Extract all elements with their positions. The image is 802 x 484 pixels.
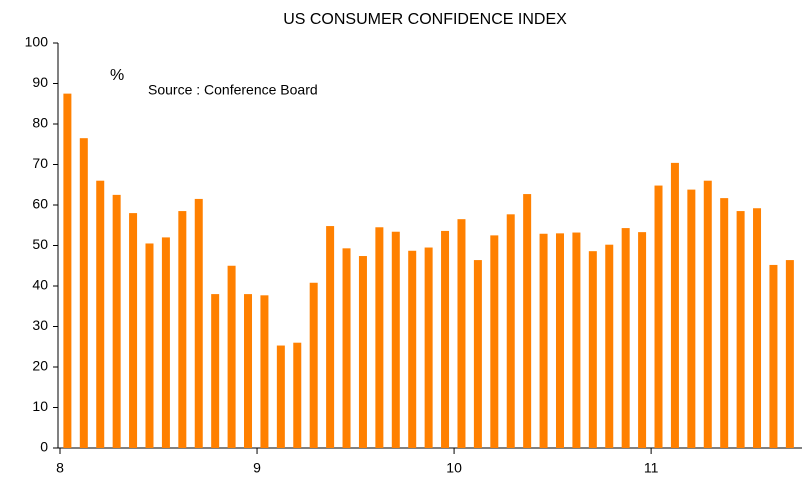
bar <box>79 138 88 449</box>
bar <box>424 247 433 448</box>
bar <box>654 185 663 448</box>
bar <box>161 237 170 448</box>
bar <box>178 211 187 448</box>
y-tick-label: 10 <box>32 398 48 414</box>
bar <box>506 214 515 448</box>
y-tick-label: 80 <box>32 115 48 131</box>
bar <box>391 231 400 448</box>
y-tick-label: 90 <box>32 74 48 90</box>
y-tick-label: 40 <box>32 277 48 293</box>
bar <box>572 232 581 448</box>
bar <box>260 295 269 448</box>
y-tick-label: 100 <box>25 34 49 50</box>
bar <box>112 194 121 448</box>
bar <box>129 213 138 448</box>
bar <box>687 189 696 449</box>
bar <box>670 162 679 448</box>
x-tick-label: 9 <box>253 460 261 476</box>
y-tick-label: 70 <box>32 155 48 171</box>
x-tick-label: 8 <box>56 460 64 476</box>
bar <box>785 260 794 448</box>
bar <box>457 219 466 448</box>
bar <box>211 294 220 448</box>
y-tick-label: 20 <box>32 358 48 374</box>
bar <box>227 265 236 448</box>
bar <box>490 235 499 448</box>
bar <box>605 244 614 448</box>
x-tick-label: 10 <box>446 460 462 476</box>
unit-annotation: % <box>110 67 124 84</box>
bar <box>539 233 548 448</box>
bar <box>523 194 532 448</box>
bar <box>326 226 335 448</box>
bar <box>621 228 630 448</box>
y-tick-label: 60 <box>32 196 48 212</box>
bar <box>96 180 105 448</box>
x-tick-label: 11 <box>644 460 659 476</box>
bar <box>736 211 745 448</box>
bar <box>63 93 72 448</box>
y-tick-label: 50 <box>32 236 48 252</box>
bar <box>555 233 564 448</box>
bar <box>703 180 712 448</box>
bar <box>194 198 203 448</box>
chart-title: US CONSUMER CONFIDENCE INDEX <box>283 11 567 28</box>
bar <box>358 256 367 448</box>
bar <box>408 250 417 448</box>
bar <box>375 227 384 448</box>
bar <box>276 345 285 448</box>
bar <box>342 248 351 448</box>
source-annotation: Source : Conference Board <box>148 82 318 98</box>
bar <box>293 342 302 448</box>
bar <box>588 251 597 448</box>
bar <box>720 198 729 448</box>
bar <box>769 264 778 448</box>
bar <box>638 232 647 448</box>
bar <box>753 208 762 448</box>
y-tick-label: 30 <box>32 317 48 333</box>
bar <box>145 243 154 448</box>
bar <box>309 282 318 448</box>
bar <box>473 260 482 448</box>
bar <box>441 230 450 448</box>
bar <box>244 294 253 448</box>
y-tick-label: 0 <box>40 439 48 455</box>
